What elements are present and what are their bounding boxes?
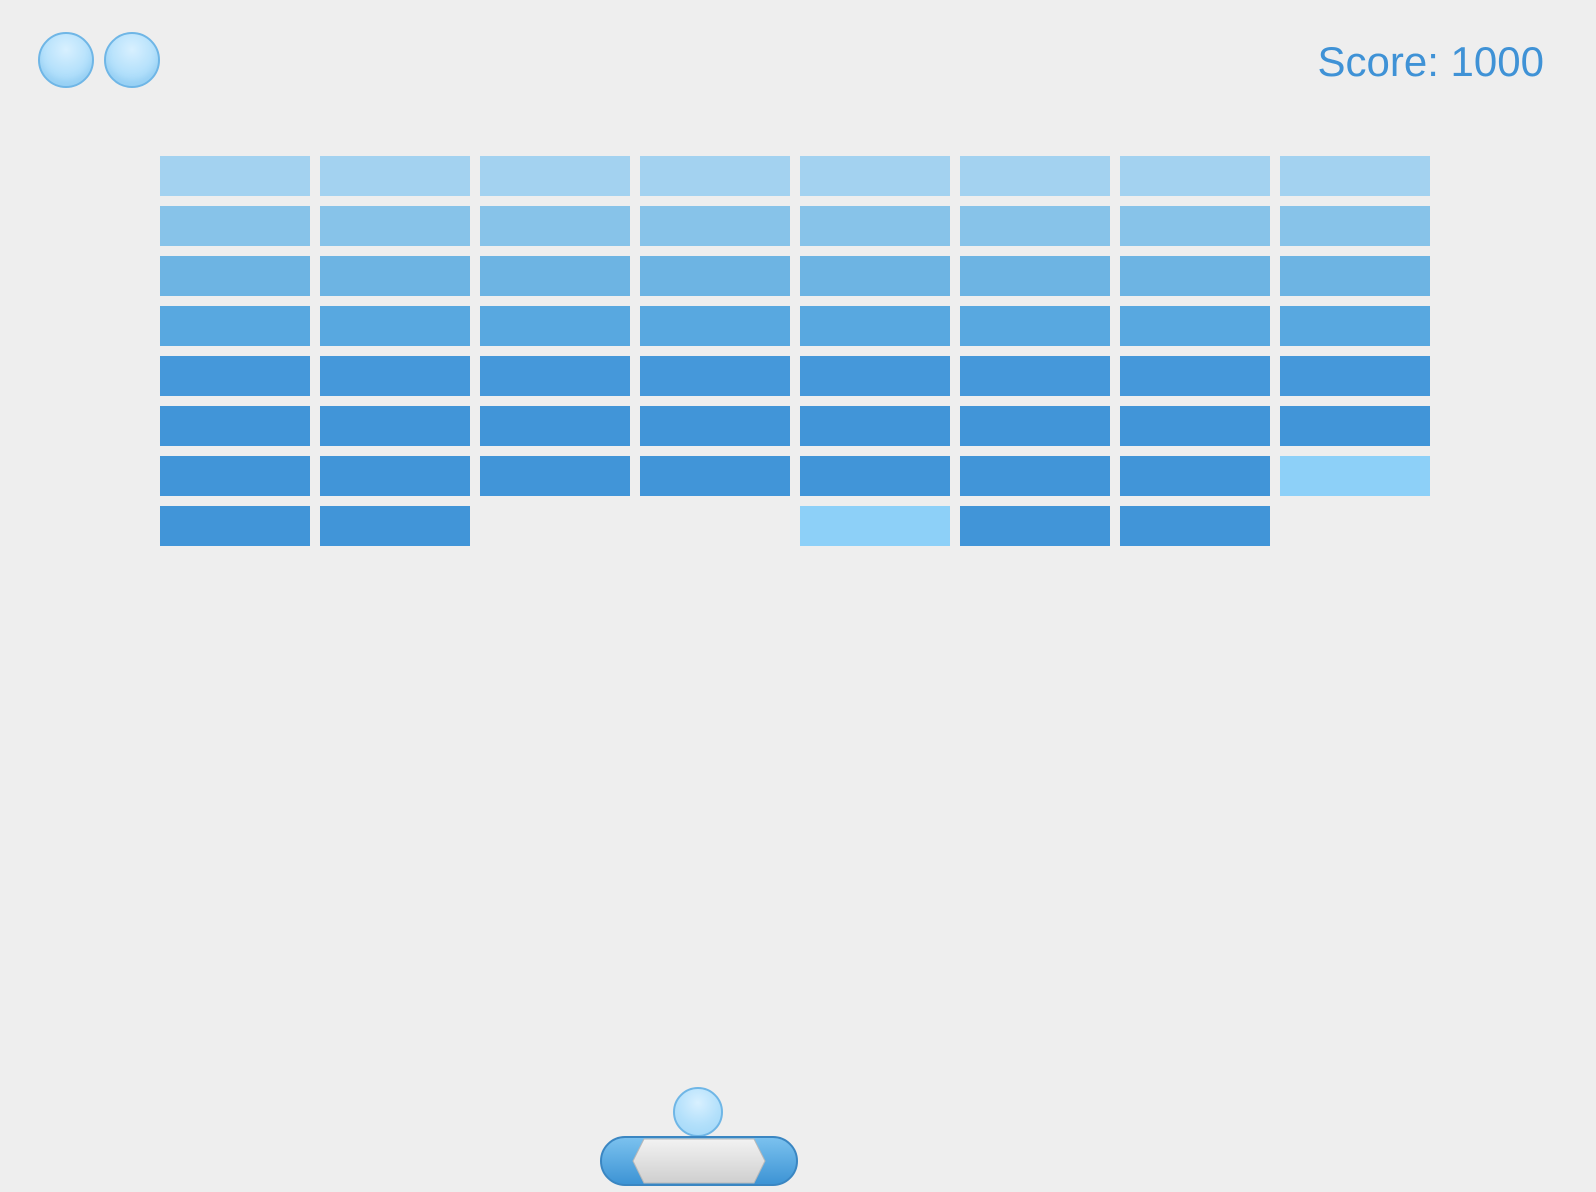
life-ball-icon	[38, 32, 94, 88]
brick	[1280, 406, 1430, 446]
brick	[960, 256, 1110, 296]
brick	[160, 406, 310, 446]
brick	[160, 506, 310, 546]
brick	[320, 356, 470, 396]
brick	[960, 306, 1110, 346]
brick	[480, 456, 630, 496]
brick-empty-slot	[480, 506, 630, 546]
brick	[800, 406, 950, 446]
brick	[800, 456, 950, 496]
brick	[960, 456, 1110, 496]
brick	[800, 506, 950, 546]
brick	[320, 456, 470, 496]
ball-icon	[673, 1087, 723, 1137]
brick	[160, 156, 310, 196]
brick	[800, 256, 950, 296]
brick	[1120, 156, 1270, 196]
brick	[960, 506, 1110, 546]
brick	[1120, 256, 1270, 296]
brick	[640, 206, 790, 246]
brick	[960, 406, 1110, 446]
brick	[480, 306, 630, 346]
brick	[160, 356, 310, 396]
paddle[interactable]	[600, 1136, 798, 1186]
brick	[1120, 356, 1270, 396]
brick	[160, 256, 310, 296]
brick	[1120, 406, 1270, 446]
lives-indicator	[38, 32, 160, 88]
brick	[800, 156, 950, 196]
brick	[320, 206, 470, 246]
brick	[960, 156, 1110, 196]
brick	[1280, 206, 1430, 246]
brick	[1280, 306, 1430, 346]
brick	[480, 156, 630, 196]
brick	[640, 456, 790, 496]
brick	[640, 406, 790, 446]
brick	[1120, 306, 1270, 346]
brick	[1280, 356, 1430, 396]
score-display: Score: 1000	[1317, 38, 1545, 85]
brick	[160, 306, 310, 346]
brick	[1280, 156, 1430, 196]
brick	[1120, 206, 1270, 246]
brick	[320, 506, 470, 546]
brick	[640, 356, 790, 396]
brick-wall	[160, 156, 1430, 546]
brick	[800, 356, 950, 396]
brick	[640, 306, 790, 346]
brick	[640, 256, 790, 296]
brick	[320, 156, 470, 196]
brick	[1280, 256, 1430, 296]
brick-empty-slot	[640, 506, 790, 546]
brick	[960, 356, 1110, 396]
brick	[640, 156, 790, 196]
brick	[960, 206, 1110, 246]
brick	[1280, 456, 1430, 496]
brick	[1120, 506, 1270, 546]
brick-empty-slot	[1280, 506, 1430, 546]
life-ball-icon	[104, 32, 160, 88]
brick	[480, 406, 630, 446]
brick	[320, 256, 470, 296]
brick	[1120, 456, 1270, 496]
brick	[320, 306, 470, 346]
brick	[800, 306, 950, 346]
brick	[160, 456, 310, 496]
brick	[480, 206, 630, 246]
brick	[800, 206, 950, 246]
brick	[320, 406, 470, 446]
brick	[480, 356, 630, 396]
brick	[480, 256, 630, 296]
brick	[160, 206, 310, 246]
